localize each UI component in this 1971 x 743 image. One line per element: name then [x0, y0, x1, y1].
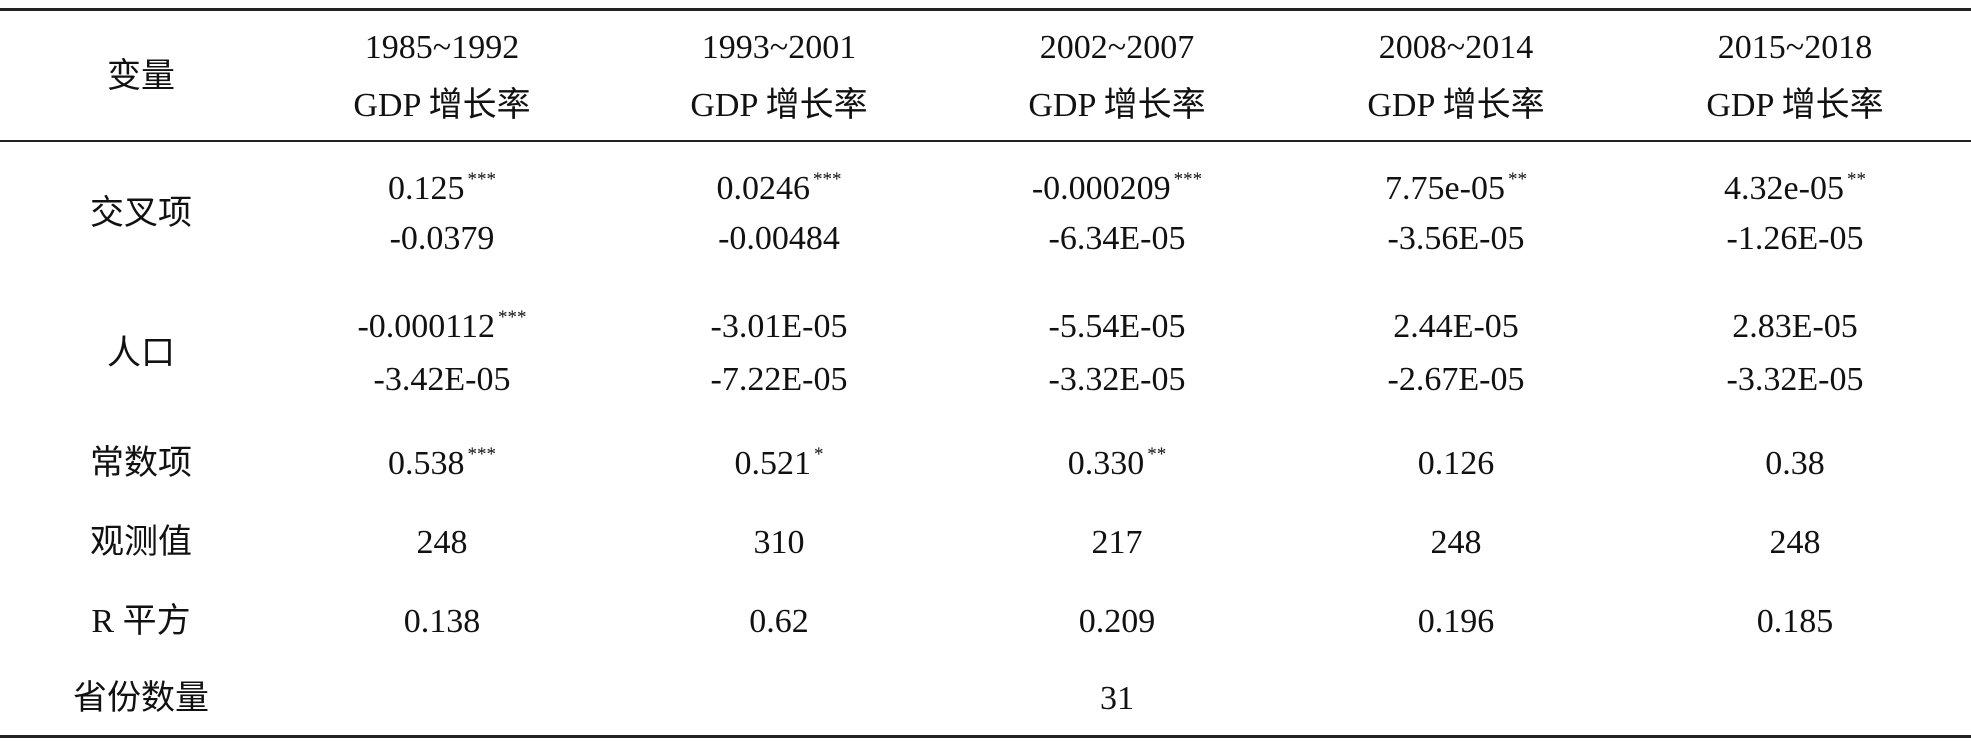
cell-value: -0.000209 *** [1031, 169, 1203, 207]
column-header: 1993~2001 [701, 29, 857, 66]
column-header: GDP 增长率 [1367, 87, 1545, 124]
cell-value: -0.0379 [389, 220, 495, 257]
cell-value: 0.138 [403, 603, 481, 640]
cell-value: 248 [416, 524, 468, 561]
cell-value: 2.44E-05 [1393, 308, 1519, 345]
top-rule [0, 8, 1971, 11]
cell-value: 2.83E-05 [1732, 308, 1858, 345]
bottom-rule [0, 735, 1971, 738]
cell-value: 248 [1769, 524, 1821, 561]
cell-value: -1.26E-05 [1726, 220, 1864, 257]
row-label: 人口 [107, 334, 175, 372]
cell-value: -3.32E-05 [1048, 361, 1186, 398]
cell-value: 0.38 [1765, 445, 1825, 482]
cell-value: -0.000112 *** [357, 307, 527, 345]
cell-value: -3.56E-05 [1387, 220, 1525, 257]
cell-value: 0.196 [1417, 603, 1495, 640]
column-header: 2015~2018 [1717, 29, 1873, 66]
cell-value: 0.330 ** [1067, 444, 1167, 482]
cell-value: -7.22E-05 [710, 361, 848, 398]
significance: * [814, 444, 824, 465]
cell-value: -3.01E-05 [710, 308, 848, 345]
row-label: 观测值 [90, 524, 192, 561]
cell-value: 0.126 [1417, 445, 1495, 482]
cell-value: 0.0246 *** [716, 169, 842, 207]
significance: ** [1147, 444, 1167, 465]
cell-value: 248 [1430, 524, 1482, 561]
cell-value: -3.32E-05 [1726, 361, 1864, 398]
column-header: GDP 增长率 [690, 87, 868, 124]
significance: *** [467, 444, 497, 465]
column-header: GDP 增长率 [1028, 87, 1206, 124]
cell-value: 217 [1091, 524, 1143, 561]
cell-value: 0.538 *** [388, 444, 497, 482]
cell-value: -2.67E-05 [1387, 361, 1525, 398]
significance: ** [1846, 169, 1866, 190]
cell-value: -6.34E-05 [1048, 220, 1186, 257]
row-label: R 平方 [91, 603, 191, 640]
column-header: GDP 增长率 [353, 87, 531, 124]
cell-value: -0.00484 [718, 220, 840, 257]
header-rule [0, 140, 1971, 142]
cell-value: -3.42E-05 [373, 361, 511, 398]
significance: *** [467, 169, 497, 190]
cell-value: 310 [753, 524, 805, 561]
cell-value: 31 [1100, 680, 1134, 717]
cell-value: 0.185 [1756, 603, 1834, 640]
significance: *** [498, 307, 527, 328]
cell-value: 0.62 [749, 603, 809, 640]
row-label: 常数项 [90, 445, 192, 482]
cell-value: 4.32e-05 ** [1724, 169, 1866, 207]
column-header: GDP 增长率 [1706, 87, 1884, 124]
column-header: 2008~2014 [1378, 29, 1534, 66]
column-header: 1985~1992 [364, 29, 520, 66]
significance: *** [813, 169, 842, 190]
significance: *** [1173, 169, 1203, 190]
column-header: 2002~2007 [1039, 29, 1195, 66]
cell-value: 0.521 * [734, 444, 824, 482]
cell-value: 7.75e-05 ** [1385, 169, 1527, 207]
corner-header: 变量 [107, 58, 175, 95]
cell-value: 0.125 *** [388, 169, 497, 207]
cell-value: 0.209 [1078, 603, 1156, 640]
significance: ** [1507, 169, 1527, 190]
row-label: 交叉项 [90, 195, 192, 232]
row-label: 省份数量 [73, 680, 209, 717]
cell-value: -5.54E-05 [1048, 308, 1186, 345]
